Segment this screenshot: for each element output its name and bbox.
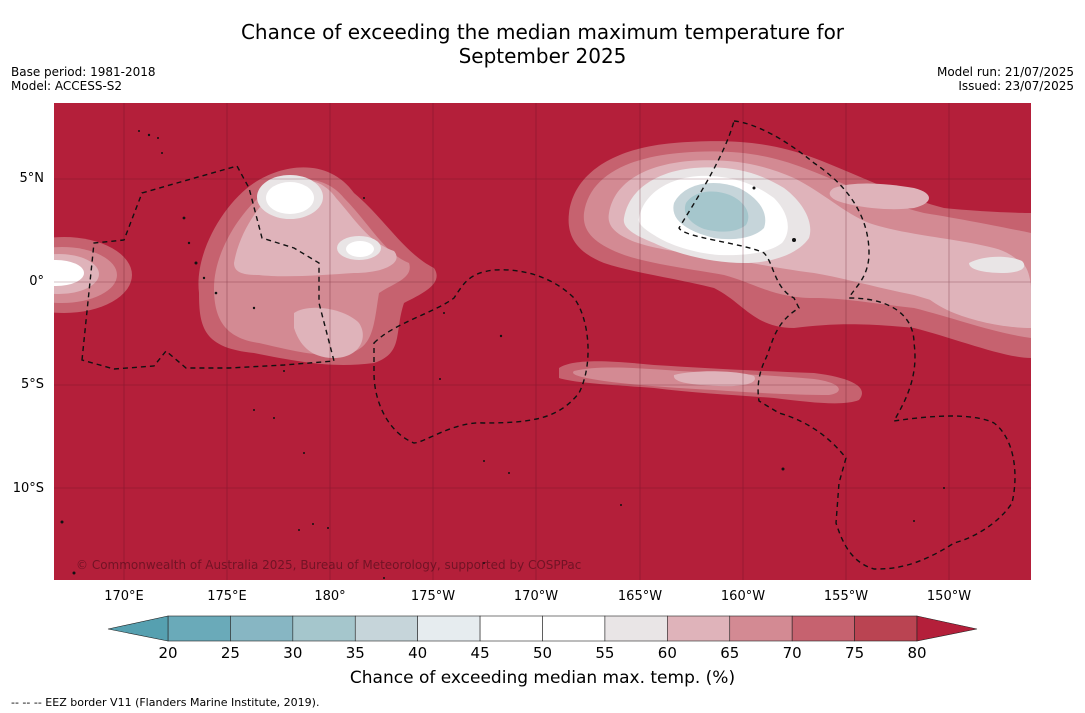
colorbar-segment	[791, 615, 855, 642]
eez-borders	[81, 120, 1016, 570]
base-period: Base period: 1981-2018	[11, 65, 156, 79]
eez-footnote: -- -- -- EEZ border V11 (Flanders Marine…	[11, 696, 320, 709]
colorbar-tick-label: 70	[782, 644, 802, 662]
colorbar-over-arrow	[916, 615, 978, 642]
lat-label-5n: 5°N	[19, 171, 45, 186]
colorbar-label: Chance of exceeding median max. temp. (%…	[349, 668, 736, 688]
colorbar	[107, 615, 978, 642]
model-name: Model: ACCESS-S2	[11, 79, 123, 93]
lon-label-160w: 160°W	[720, 589, 766, 604]
issued-date: Issued: 23/07/2025	[958, 79, 1074, 93]
title-line-1: Chance of exceeding the median maximum t…	[240, 20, 845, 44]
meta-left: Base period: 1981-2018 Model: ACCESS-S2	[11, 65, 156, 93]
colorbar-segment	[479, 615, 543, 642]
lon-label-165w: 165°W	[617, 589, 663, 604]
lon-label-180: 180°	[314, 589, 346, 604]
lat-label-10s: 10°S	[12, 481, 44, 496]
colorbar-segment	[167, 615, 231, 642]
colorbar-tick-label: 45	[470, 644, 490, 662]
colorbar-tick-label: 65	[720, 644, 740, 662]
colorbar-segment	[729, 615, 793, 642]
lon-label-155w: 155°W	[823, 589, 869, 604]
colorbar-segment	[542, 615, 606, 642]
map-background	[54, 103, 1031, 580]
colorbar-under-arrow	[107, 615, 169, 642]
colorbar-segment	[854, 615, 918, 642]
colorbar-segment	[417, 615, 481, 642]
colorbar-tick-label: 40	[408, 644, 428, 662]
colorbar-tick-label: 75	[845, 644, 865, 662]
colorbar-tick-label: 25	[220, 644, 240, 662]
colorbar-segment	[292, 615, 356, 642]
colorbar-tick-label: 80	[907, 644, 927, 662]
colorbar-tick-label: 20	[158, 644, 178, 662]
map-panel	[54, 103, 1031, 580]
graticule	[54, 103, 1031, 580]
lon-label-175w: 175°W	[410, 589, 456, 604]
colorbar-tick-label: 60	[657, 644, 677, 662]
map-title: Chance of exceeding the median maximum t…	[0, 20, 1085, 68]
colorbar-segment	[354, 615, 418, 642]
colorbar-tick-label: 50	[532, 644, 553, 662]
model-run: Model run: 21/07/2025	[936, 65, 1074, 79]
probability-shading	[54, 141, 1031, 404]
lat-label-5s: 5°S	[20, 377, 44, 392]
colorbar-tick-label: 30	[283, 644, 303, 662]
colorbar-segment	[667, 615, 731, 642]
colorbar-tick-label: 35	[345, 644, 365, 662]
colorbar-tick-label: 55	[595, 644, 615, 662]
lon-label-150w: 150°W	[926, 589, 972, 604]
colorbar-segment	[604, 615, 668, 642]
islands	[60, 130, 945, 579]
lat-label-0: 0°	[29, 274, 44, 289]
colorbar-segment	[230, 615, 294, 642]
title-line-2: September 2025	[458, 44, 627, 68]
lon-label-175e: 175°E	[207, 589, 247, 604]
lon-label-170e: 170°E	[104, 589, 144, 604]
copyright-notice: © Commonwealth of Australia 2025, Bureau…	[76, 558, 582, 572]
lon-label-170w: 170°W	[513, 589, 559, 604]
colorbar-segments	[167, 615, 918, 642]
meta-right: Model run: 21/07/2025 Issued: 23/07/2025	[937, 65, 1074, 93]
